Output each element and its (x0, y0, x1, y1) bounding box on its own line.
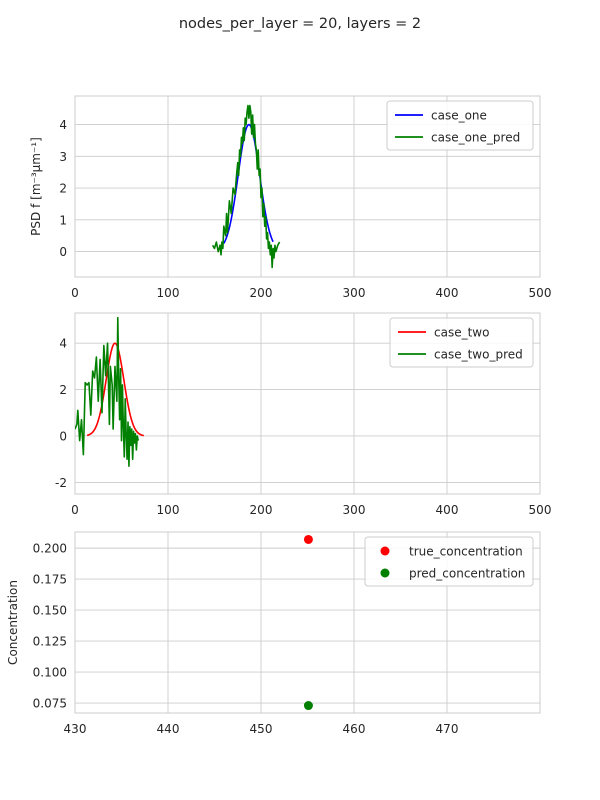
y-tick-label: 3 (59, 150, 67, 164)
y-tick-label: 4 (59, 118, 67, 132)
y-tick-label: 4 (59, 337, 67, 351)
x-tick-label: 200 (250, 503, 273, 517)
data-point-true_concentration (303, 534, 313, 544)
y-tick-label: 0 (59, 245, 67, 259)
x-tick-label: 450 (250, 722, 273, 736)
legend-box (386, 100, 534, 151)
x-tick-label: 470 (436, 722, 459, 736)
legend-label-pred_concentration: pred_concentration (409, 567, 525, 581)
axes-frame (74, 312, 541, 495)
legend-marker-pred_concentration (380, 568, 390, 578)
y-tick-label: 0.150 (33, 604, 67, 618)
legend-label-case_two_pred: case_two_pred (434, 348, 523, 362)
x-tick-label: 400 (436, 503, 459, 517)
series-line-case_two_pred (75, 316, 140, 467)
data-point-pred_concentration (303, 701, 313, 711)
x-tick-label: 100 (157, 503, 180, 517)
x-tick-label: 300 (343, 286, 366, 300)
legend: case_two case_two_pred (389, 317, 534, 368)
chart-panel-3: 430 440 450 460 470 0.075 0.100 0.125 0.150 0.175… (6, 531, 541, 736)
y-tick-label: 0.075 (33, 697, 67, 711)
x-tick-label: 430 (64, 722, 87, 736)
series-line-case_one_pred (211, 104, 281, 269)
y-tick-label: 2 (59, 182, 67, 196)
x-tick-label: 200 (250, 286, 273, 300)
y-axis-label: Concentration (6, 580, 20, 665)
legend-label-true_concentration: true_concentration (409, 545, 523, 559)
legend: case_one case_one_pred (386, 100, 534, 151)
x-tick-label: 400 (436, 286, 459, 300)
data-layer (303, 534, 313, 711)
figure-title: nodes_per_layer = 20, layers = 2 (179, 16, 421, 32)
legend: true_concentration pred_concentration (364, 536, 534, 587)
y-tick-label: 1 (59, 213, 67, 227)
legend-box (364, 536, 534, 587)
y-tick-label: -2 (55, 476, 67, 490)
x-tick-label: 0 (71, 503, 79, 517)
y-tick-label: 2 (59, 383, 67, 397)
y-tick-label: 0.175 (33, 573, 67, 587)
y-tick-label: 0.200 (33, 542, 67, 556)
legend-label-case_one_pred: case_one_pred (431, 131, 520, 145)
legend-label-case_two: case_two (434, 326, 489, 340)
series-line-case_two (86, 342, 144, 437)
legend-marker-true_concentration (380, 546, 390, 556)
y-tick-label: 0.100 (33, 666, 67, 680)
x-tick-label: 300 (343, 503, 366, 517)
chart-panel-1: 0 100 200 300 400 500 0 1 2 3 4 PSD f [m⁻³μm⁻¹] case… (29, 95, 552, 300)
x-tick-label: 500 (529, 503, 552, 517)
chart-panel-2: 0 100 200 300 400 500 -2 0 2 4 case_two case_two_pr… (55, 312, 552, 517)
data-layer (75, 316, 144, 467)
x-tick-label: 500 (529, 286, 552, 300)
y-axis-label: PSD f [m⁻³μm⁻¹] (29, 137, 43, 236)
series-line-case_one (223, 123, 274, 244)
legend-label-case_one: case_one (431, 109, 487, 123)
axes-frame (74, 95, 541, 278)
x-tick-label: 440 (157, 722, 180, 736)
y-tick-label: 0 (59, 429, 67, 443)
x-tick-label: 460 (343, 722, 366, 736)
x-tick-label: 100 (157, 286, 180, 300)
x-tick-label: 0 (71, 286, 79, 300)
axes-frame (74, 531, 541, 714)
data-layer (211, 104, 281, 269)
y-tick-label: 0.125 (33, 635, 67, 649)
